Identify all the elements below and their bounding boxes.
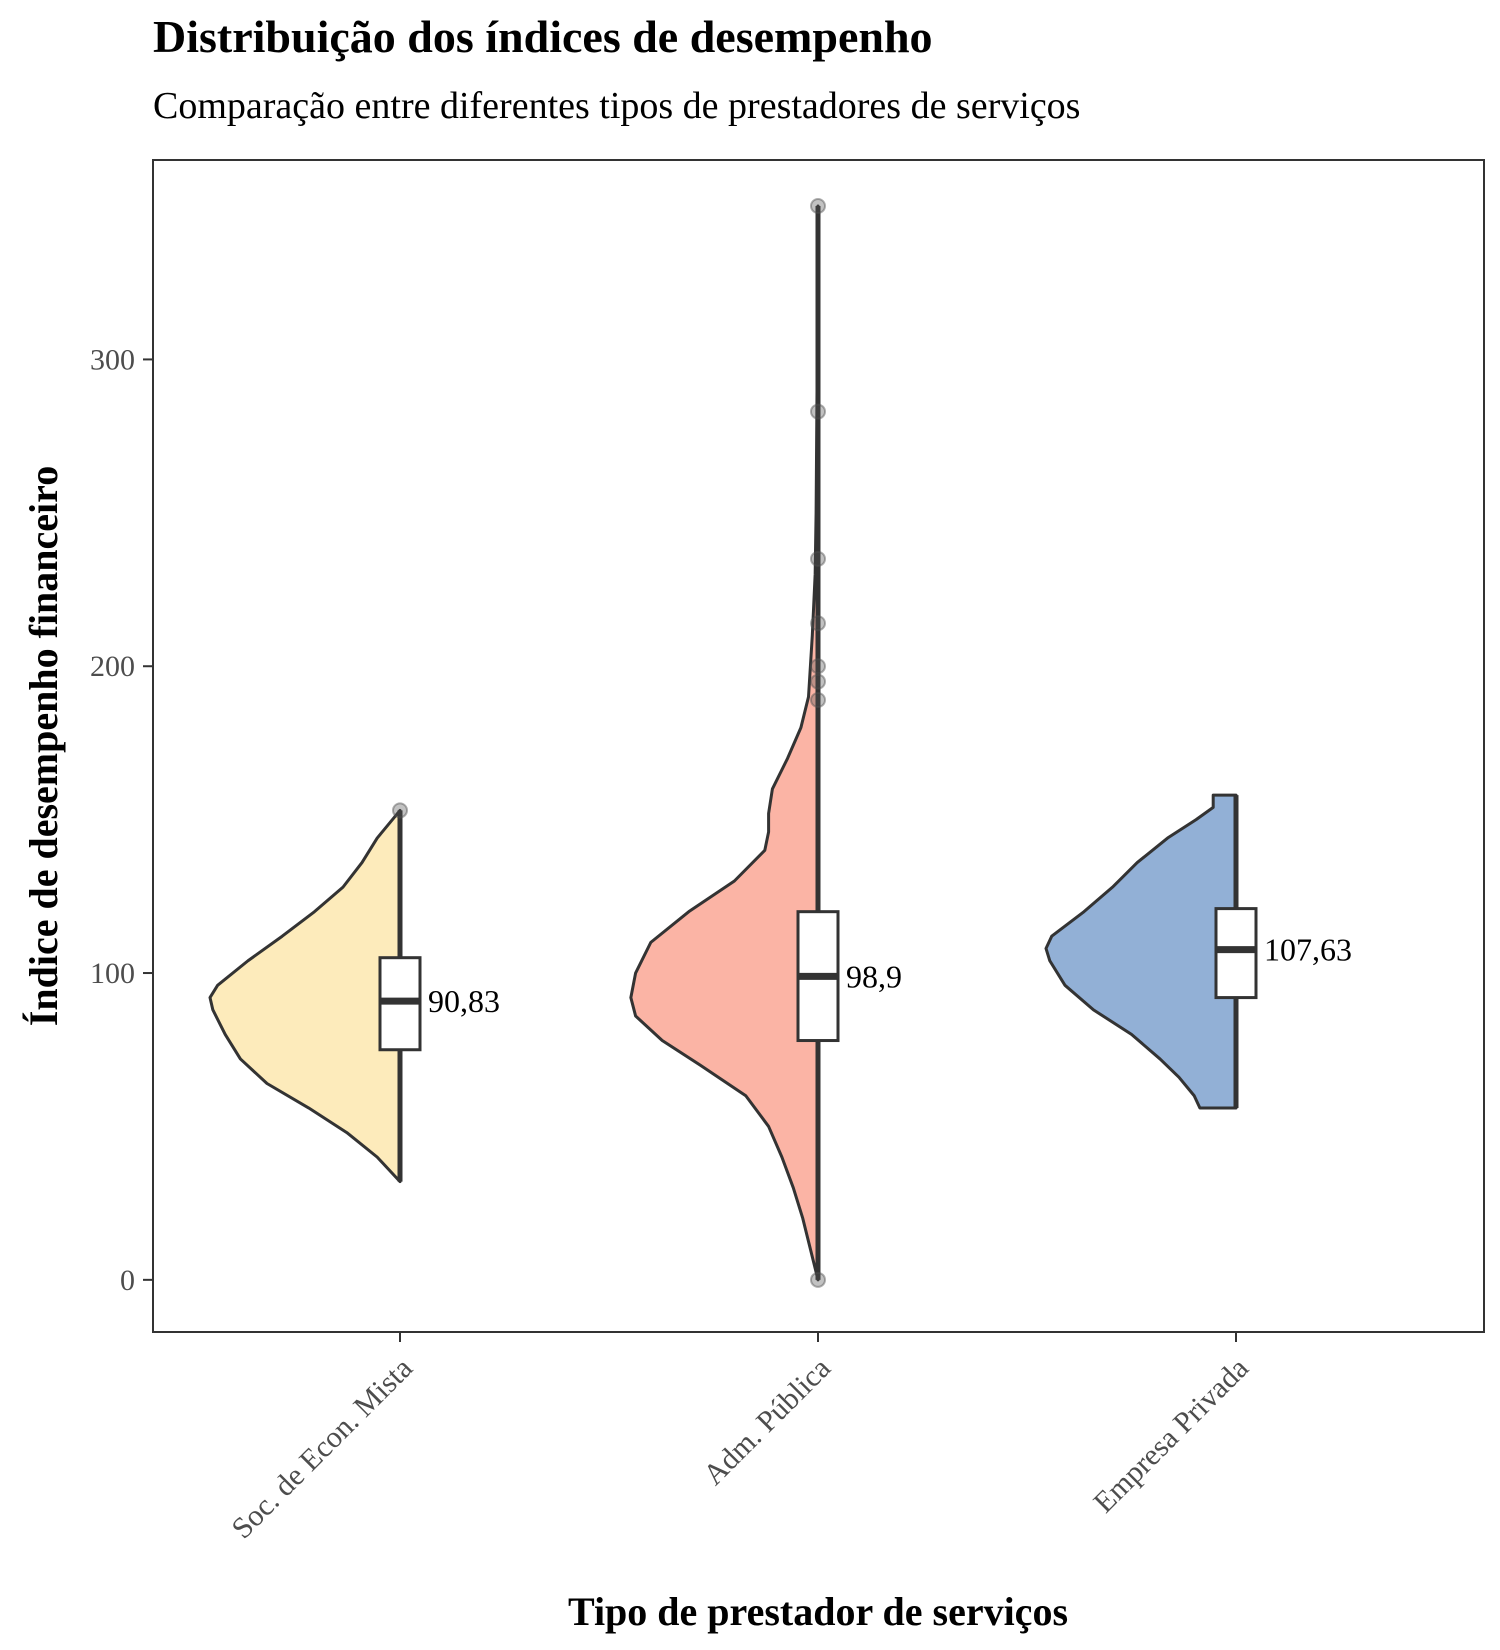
x-tick-label: Empresa Privada xyxy=(1087,1352,1255,1520)
outlier-point xyxy=(810,198,826,215)
violins: 90,83 98,9 107,63 xyxy=(208,198,1352,1288)
y-axis-title: Índice de desempenho financeiro xyxy=(21,466,66,1026)
violin-half xyxy=(1044,793,1238,1110)
y-tick-label: 100 xyxy=(90,957,135,990)
violin-half xyxy=(208,808,402,1184)
outlier-point xyxy=(810,403,826,420)
x-axis-title: Tipo de prestador de serviços xyxy=(568,1589,1068,1634)
y-tick-label: 0 xyxy=(120,1264,135,1297)
violin-half xyxy=(629,204,820,1282)
y-tick-label: 200 xyxy=(90,650,135,683)
outlier-point xyxy=(810,673,826,690)
outlier-point xyxy=(810,658,826,675)
median-label: 90,83 xyxy=(428,983,500,1019)
x-axis: Soc. de Econ. Mista Adm. Pública Empresa P… xyxy=(225,1332,1255,1545)
y-axis: 0 100 200 300 xyxy=(90,343,153,1297)
x-tick-label: Soc. de Econ. Mista xyxy=(225,1352,419,1546)
outlier-point xyxy=(810,691,826,708)
outlier-point xyxy=(810,615,826,632)
outlier-point xyxy=(392,802,408,819)
median-label: 107,63 xyxy=(1264,932,1352,968)
x-tick-label: Adm. Pública xyxy=(697,1352,837,1492)
chart-subtitle: Comparação entre diferentes tipos de pre… xyxy=(153,85,1081,127)
chart-title: Distribuição dos índices de desempenho xyxy=(153,11,933,62)
outlier-point xyxy=(810,550,826,567)
outlier-point xyxy=(810,1271,826,1288)
y-tick-label: 300 xyxy=(90,343,135,376)
median-label: 98,9 xyxy=(846,958,902,994)
